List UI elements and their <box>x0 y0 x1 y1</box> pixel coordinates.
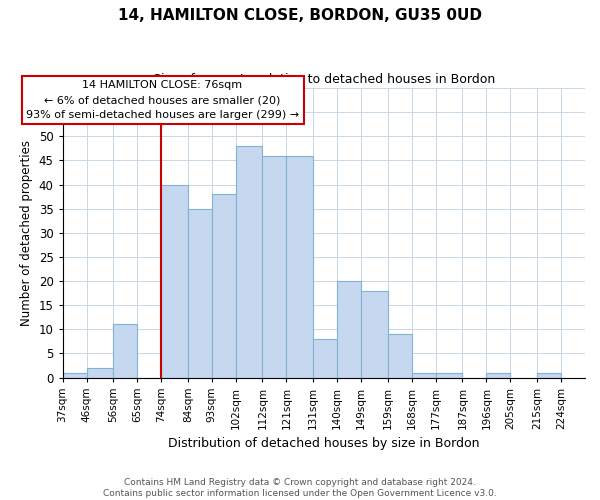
Bar <box>436 372 463 378</box>
Bar <box>286 156 313 378</box>
Bar <box>313 339 337 378</box>
Text: 14 HAMILTON CLOSE: 76sqm
← 6% of detached houses are smaller (20)
93% of semi-de: 14 HAMILTON CLOSE: 76sqm ← 6% of detache… <box>26 80 299 120</box>
Bar <box>113 324 137 378</box>
Bar <box>487 372 511 378</box>
Bar <box>212 194 236 378</box>
Title: Size of property relative to detached houses in Bordon: Size of property relative to detached ho… <box>152 72 495 86</box>
Bar <box>236 146 262 378</box>
Bar <box>161 184 188 378</box>
X-axis label: Distribution of detached houses by size in Bordon: Distribution of detached houses by size … <box>168 437 479 450</box>
Bar <box>188 208 212 378</box>
Bar <box>412 372 436 378</box>
Bar <box>537 372 561 378</box>
Bar <box>62 372 86 378</box>
Bar <box>262 156 286 378</box>
Text: 14, HAMILTON CLOSE, BORDON, GU35 0UD: 14, HAMILTON CLOSE, BORDON, GU35 0UD <box>118 8 482 22</box>
Y-axis label: Number of detached properties: Number of detached properties <box>20 140 33 326</box>
Bar <box>388 334 412 378</box>
Bar <box>361 290 388 378</box>
Text: Contains HM Land Registry data © Crown copyright and database right 2024.
Contai: Contains HM Land Registry data © Crown c… <box>103 478 497 498</box>
Bar <box>86 368 113 378</box>
Bar <box>337 281 361 378</box>
